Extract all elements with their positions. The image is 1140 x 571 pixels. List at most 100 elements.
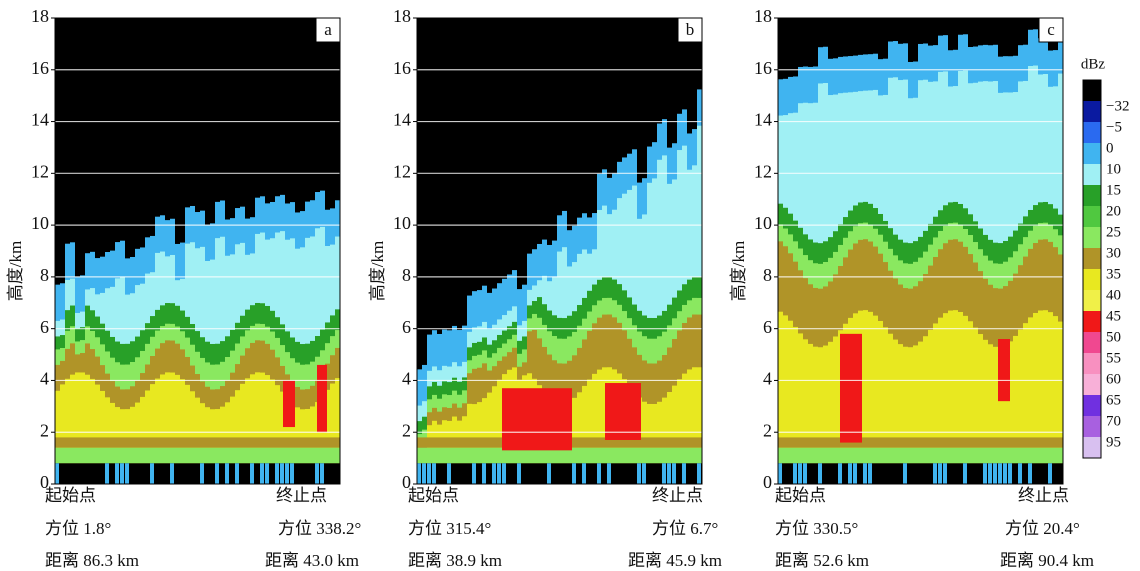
ground-clutter <box>55 463 340 484</box>
colorbar-label: 20 <box>1106 203 1121 219</box>
echo-core <box>998 339 1010 401</box>
end-distance: 距离 43.0 km <box>265 551 359 570</box>
ground-echo <box>472 463 476 484</box>
ground-echo <box>803 463 807 484</box>
ground-echo <box>853 463 857 484</box>
ground-echo <box>607 463 611 484</box>
ground-echo <box>150 463 154 484</box>
colorbar-label: 95 <box>1106 434 1121 450</box>
colorbar-swatch <box>1083 353 1101 374</box>
ground-echo <box>1028 463 1032 484</box>
echo-band <box>778 448 1063 464</box>
colorbar-swatch <box>1083 374 1101 395</box>
colorbar-swatch <box>1083 290 1101 311</box>
colorbar-swatch <box>1083 101 1101 122</box>
ground-echo <box>417 463 421 484</box>
ground-echo <box>597 463 601 484</box>
start-azimuth: 方位 1.8° <box>45 519 111 538</box>
panel-label: c <box>1047 20 1055 39</box>
y-axis-label: 高度/km <box>729 241 748 301</box>
y-tick-label: 2 <box>763 420 772 440</box>
ground-echo <box>697 463 701 484</box>
start: 起始点 <box>45 486 96 505</box>
ground-echo <box>903 463 907 484</box>
ground-echo <box>170 463 174 484</box>
ground-echo <box>482 463 486 484</box>
ground-echo <box>265 463 269 484</box>
colorbar-swatch <box>1083 416 1101 437</box>
y-tick-label: 14 <box>393 110 411 130</box>
ground-echo <box>250 463 254 484</box>
y-tick-label: 12 <box>754 161 772 181</box>
ground-echo <box>1008 463 1012 484</box>
ground-echo <box>848 463 852 484</box>
end-azimuth: 方位 6.7° <box>652 519 718 538</box>
ground-echo <box>235 463 239 484</box>
y-tick-label: 0 <box>763 472 772 492</box>
y-tick-label: 18 <box>393 6 411 26</box>
ground-echo <box>662 463 666 484</box>
colorbar-swatch <box>1083 185 1101 206</box>
ground-echo <box>447 463 451 484</box>
y-axis-label: 高度/km <box>368 241 387 301</box>
y-tick-label: 6 <box>763 317 772 337</box>
colorbar-label: 35 <box>1106 266 1121 282</box>
end-azimuth: 方位 338.2° <box>278 519 361 538</box>
ground-echo <box>120 463 124 484</box>
colorbar-label: 15 <box>1106 182 1121 198</box>
ground-echo <box>933 463 937 484</box>
ground-echo <box>572 463 576 484</box>
start: 起始点 <box>775 486 826 505</box>
ground-echo <box>1018 463 1022 484</box>
y-tick-label: 10 <box>754 213 772 233</box>
panel: 024681012141618b高度/km起始点终止点方位 315.4°方位 6… <box>368 6 722 570</box>
colorbar-label: 70 <box>1106 413 1121 429</box>
echo-core <box>605 383 641 440</box>
end-distance: 距离 90.4 km <box>1000 551 1094 570</box>
start-distance: 距离 86.3 km <box>45 551 139 570</box>
y-tick-label: 14 <box>31 110 49 130</box>
y-tick-label: 12 <box>31 161 49 181</box>
ground-echo <box>275 463 279 484</box>
echo-core <box>840 334 862 443</box>
ground-echo <box>517 463 521 484</box>
colorbar-label: 45 <box>1106 308 1121 324</box>
y-tick-label: 16 <box>393 58 411 78</box>
colorbar-label: −5 <box>1106 119 1122 135</box>
end-distance: 距离 45.9 km <box>628 551 722 570</box>
ground-echo <box>983 463 987 484</box>
y-tick-label: 6 <box>402 317 411 337</box>
y-tick-label: 2 <box>402 420 411 440</box>
ground-echo <box>963 463 967 484</box>
end: 终止点 <box>1018 486 1069 505</box>
panel-label: a <box>324 20 332 39</box>
colorbar-swatch <box>1083 122 1101 143</box>
echo-core <box>502 388 572 450</box>
ground-echo <box>1003 463 1007 484</box>
colorbar-swatch <box>1083 227 1101 248</box>
start-azimuth: 方位 315.4° <box>408 519 491 538</box>
echo-core <box>317 365 327 432</box>
colorbar-label: 55 <box>1106 350 1121 366</box>
ground-echo <box>682 463 686 484</box>
ground-echo <box>778 463 782 484</box>
colorbar-label: 10 <box>1106 161 1121 177</box>
ground-echo <box>582 463 586 484</box>
echo-band <box>778 437 1063 447</box>
colorbar-swatch <box>1083 437 1101 458</box>
end: 终止点 <box>276 486 327 505</box>
ground-echo <box>55 463 59 484</box>
y-tick-label: 8 <box>40 265 49 285</box>
y-tick-label: 10 <box>393 213 411 233</box>
ground-echo <box>642 463 646 484</box>
ground-echo <box>863 463 867 484</box>
ground-echo <box>280 463 284 484</box>
ground-echo <box>497 463 501 484</box>
ground-echo <box>200 463 204 484</box>
end-azimuth: 方位 20.4° <box>1005 519 1080 538</box>
y-tick-label: 4 <box>402 369 411 389</box>
start-distance: 距离 38.9 km <box>408 551 502 570</box>
ground-echo <box>427 463 431 484</box>
colorbar-label: 50 <box>1106 329 1121 345</box>
y-tick-label: 14 <box>754 110 772 130</box>
